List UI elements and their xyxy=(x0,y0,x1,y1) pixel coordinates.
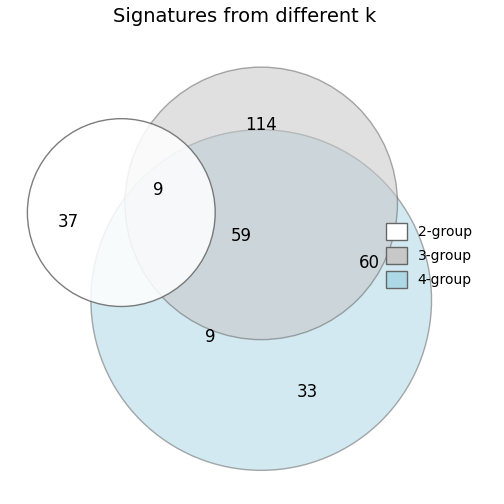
Text: 114: 114 xyxy=(245,116,277,134)
Legend: 2-group, 3-group, 4-group: 2-group, 3-group, 4-group xyxy=(382,219,476,292)
Title: Signatures from different k: Signatures from different k xyxy=(113,7,376,26)
Circle shape xyxy=(125,67,398,340)
Circle shape xyxy=(91,130,431,470)
Text: 59: 59 xyxy=(230,227,251,244)
Text: 37: 37 xyxy=(57,213,79,231)
Text: 9: 9 xyxy=(153,180,163,199)
Circle shape xyxy=(27,118,215,306)
Text: 60: 60 xyxy=(359,254,381,272)
Text: 9: 9 xyxy=(205,328,216,346)
Text: 33: 33 xyxy=(297,383,318,401)
